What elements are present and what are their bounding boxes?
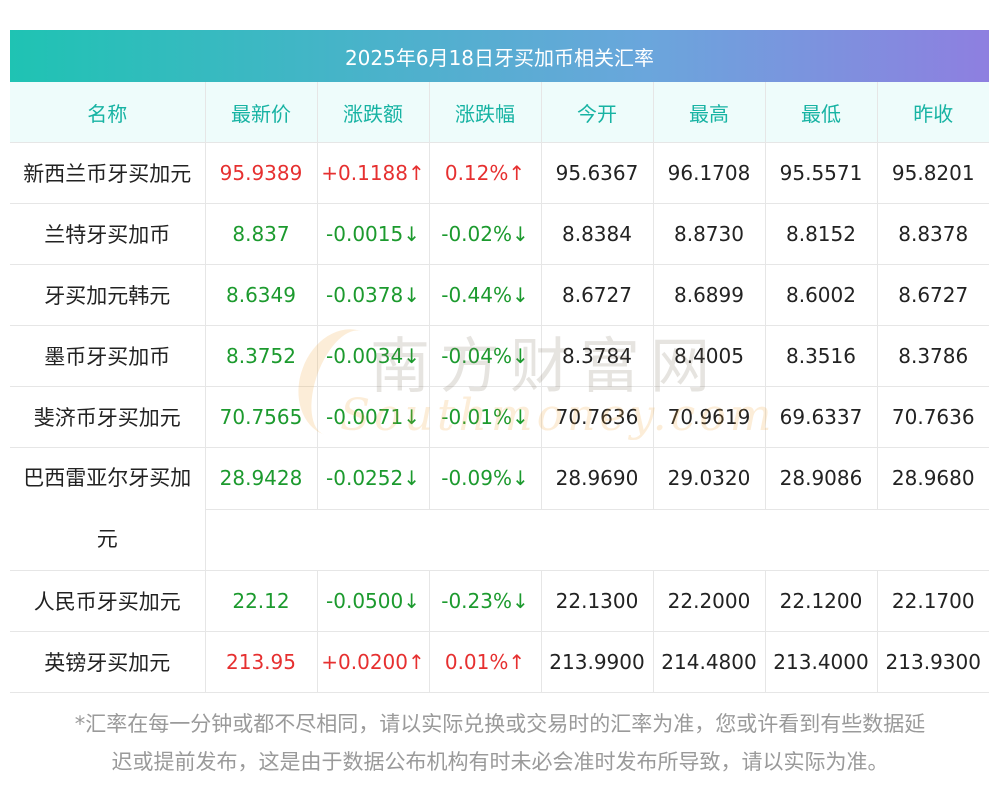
footnote: *汇率在每一分钟或都不尽相同，请以实际兑换或交易时的汇率为准，您或许看到有些数据… (0, 705, 1000, 781)
col-latest: 最新价 (205, 82, 318, 143)
pair-name: 新西兰币牙买加元 (10, 142, 206, 204)
table-row: 英镑牙买加元 213.95 +0.0200↑ 0.01%↑ 213.9900 214.48… (10, 631, 989, 693)
rates-table: 名称 最新价 涨跌额 涨跌幅 今开 最高 最低 昨收 新西兰币牙买加元 95.93… (10, 82, 989, 693)
change-percent: -0.04%↓ (429, 325, 542, 387)
col-change: 涨跌额 (317, 82, 430, 143)
table-row: 新西兰币牙买加元 95.9389 +0.1188↑ 0.12%↑ 95.6367 96.1… (10, 142, 989, 204)
open-price: 8.8384 (541, 203, 654, 265)
col-name: 名称 (10, 82, 206, 143)
change-percent: -0.09%↓ (429, 447, 542, 510)
change-amount: -0.0015↓ (317, 203, 430, 265)
open-price: 28.9690 (541, 447, 654, 510)
low-price: 213.4000 (765, 631, 878, 693)
footnote-line-2: 迟或提前发布，这是由于数据公布机构有时未必会准时发布所导致，请以实际为准。 (111, 750, 889, 774)
col-prev: 昨收 (877, 82, 989, 143)
prev-close: 8.8378 (877, 203, 989, 265)
latest-price: 8.3752 (205, 325, 318, 387)
col-high: 最高 (653, 82, 766, 143)
open-price: 22.1300 (541, 570, 654, 632)
low-price: 22.1200 (765, 570, 878, 632)
open-price: 95.6367 (541, 142, 654, 204)
change-percent: -0.23%↓ (429, 570, 542, 632)
pair-name: 斐济币牙买加元 (10, 386, 206, 448)
low-price: 8.6002 (765, 264, 878, 326)
table-row: 人民币牙买加元 22.12 -0.0500↓ -0.23%↓ 22.1300 22.200… (10, 570, 989, 632)
low-price: 28.9086 (765, 447, 878, 510)
header-row: 名称 最新价 涨跌额 涨跌幅 今开 最高 最低 昨收 (10, 82, 989, 143)
table-row: 巴西雷亚尔牙买加元 28.9428 -0.0252↓ -0.09%↓ 28.9690 29… (10, 447, 989, 571)
change-percent: -0.01%↓ (429, 386, 542, 448)
prev-close: 22.1700 (877, 570, 989, 632)
spacer-cell (205, 509, 989, 571)
change-amount: -0.0071↓ (317, 386, 430, 448)
change-amount: -0.0378↓ (317, 264, 430, 326)
change-percent: 0.12%↑ (429, 142, 542, 204)
open-price: 213.9900 (541, 631, 654, 693)
latest-price: 95.9389 (205, 142, 318, 204)
footnote-line-1: *汇率在每一分钟或都不尽相同，请以实际兑换或交易时的汇率为准，您或许看到有些数据… (74, 712, 926, 736)
change-amount: +0.0200↑ (317, 631, 430, 693)
table-row: 牙买加元韩元 8.6349 -0.0378↓ -0.44%↓ 8.6727 8.6899 8… (10, 264, 989, 326)
change-percent: -0.44%↓ (429, 264, 542, 326)
pair-name: 牙买加元韩元 (10, 264, 206, 326)
low-price: 8.8152 (765, 203, 878, 265)
latest-price: 213.95 (205, 631, 318, 693)
high-price: 8.8730 (653, 203, 766, 265)
prev-close: 8.6727 (877, 264, 989, 326)
col-low: 最低 (765, 82, 878, 143)
latest-price: 70.7565 (205, 386, 318, 448)
open-price: 8.3784 (541, 325, 654, 387)
high-price: 8.4005 (653, 325, 766, 387)
high-price: 22.2000 (653, 570, 766, 632)
prev-close: 213.9300 (877, 631, 989, 693)
pair-name: 巴西雷亚尔牙买加元 (10, 447, 206, 571)
table-row: 兰特牙买加币 8.837 -0.0015↓ -0.02%↓ 8.8384 8.8730 8.… (10, 203, 989, 265)
col-open: 今开 (541, 82, 654, 143)
table-title: 2025年6月18日牙买加币相关汇率 (10, 30, 989, 82)
table-row: 墨币牙买加币 8.3752 -0.0034↓ -0.04%↓ 8.3784 8.4005 8… (10, 325, 989, 387)
low-price: 95.5571 (765, 142, 878, 204)
change-percent: 0.01%↑ (429, 631, 542, 693)
prev-close: 8.3786 (877, 325, 989, 387)
change-percent: -0.02%↓ (429, 203, 542, 265)
high-price: 96.1708 (653, 142, 766, 204)
latest-price: 8.837 (205, 203, 318, 265)
open-price: 8.6727 (541, 264, 654, 326)
latest-price: 22.12 (205, 570, 318, 632)
prev-close: 95.8201 (877, 142, 989, 204)
low-price: 8.3516 (765, 325, 878, 387)
high-price: 70.9619 (653, 386, 766, 448)
table-row: 斐济币牙买加元 70.7565 -0.0071↓ -0.01%↓ 70.7636 70.9… (10, 386, 989, 448)
change-amount: +0.1188↑ (317, 142, 430, 204)
spacer-row (10, 509, 989, 571)
latest-price: 28.9428 (205, 447, 318, 510)
prev-close: 70.7636 (877, 386, 989, 448)
open-price: 70.7636 (541, 386, 654, 448)
change-amount: -0.0252↓ (317, 447, 430, 510)
high-price: 214.4800 (653, 631, 766, 693)
low-price: 69.6337 (765, 386, 878, 448)
pair-name: 墨币牙买加币 (10, 325, 206, 387)
change-amount: -0.0500↓ (317, 570, 430, 632)
pair-name: 兰特牙买加币 (10, 203, 206, 265)
rates-panel: 2025年6月18日牙买加币相关汇率 名称 最新价 涨跌额 涨跌幅 今开 最高 … (10, 30, 989, 693)
prev-close: 28.9680 (877, 447, 989, 510)
col-pct: 涨跌幅 (429, 82, 542, 143)
high-price: 8.6899 (653, 264, 766, 326)
latest-price: 8.6349 (205, 264, 318, 326)
change-amount: -0.0034↓ (317, 325, 430, 387)
pair-name: 英镑牙买加元 (10, 631, 206, 693)
pair-name: 人民币牙买加元 (10, 570, 206, 632)
high-price: 29.0320 (653, 447, 766, 510)
